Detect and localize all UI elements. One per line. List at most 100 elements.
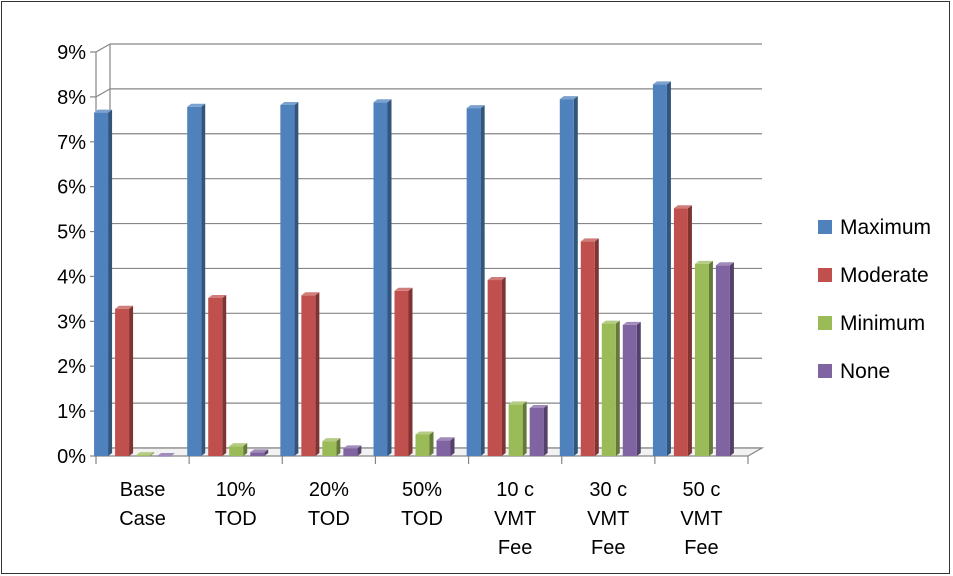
bar-moderate bbox=[394, 287, 413, 456]
bar-top bbox=[601, 320, 620, 324]
bar-front bbox=[157, 456, 172, 457]
y-tick-label: 8% bbox=[57, 87, 86, 109]
bar-side bbox=[222, 294, 227, 456]
bar-maximum bbox=[652, 81, 671, 456]
bar-minimum bbox=[601, 320, 620, 456]
bar-minimum bbox=[694, 260, 713, 456]
bar-minimum bbox=[415, 431, 434, 456]
bar-front bbox=[415, 434, 430, 456]
bar-top bbox=[373, 99, 392, 103]
tick-labels: 0% 1% 2% 3% 4% 5% 6% 7% 8% 9% Base Case 10% TOD 20% TOD… bbox=[57, 42, 722, 559]
legend-item-minimum: Minimum bbox=[818, 312, 925, 335]
bar-side bbox=[729, 262, 734, 456]
bar-front bbox=[115, 308, 130, 456]
bar-front bbox=[694, 263, 709, 456]
bar-front bbox=[229, 446, 244, 456]
legend-swatch bbox=[818, 316, 832, 330]
bar-moderate bbox=[208, 294, 227, 456]
x-tick-label: Base Case bbox=[119, 479, 166, 530]
x-tick-label: 30 c VMT Fee bbox=[587, 479, 629, 559]
gridline-depth bbox=[95, 43, 111, 53]
bar-side bbox=[615, 320, 620, 456]
x-tick-label: 20% TOD bbox=[308, 479, 350, 530]
x-tick-label: 10 c VMT Fee bbox=[494, 479, 536, 559]
bar-side bbox=[150, 452, 155, 456]
bar-front bbox=[301, 295, 316, 456]
x-tick-label: 10% TOD bbox=[215, 479, 257, 530]
bar-front bbox=[559, 99, 574, 456]
bar-side bbox=[594, 238, 599, 456]
bar-none bbox=[157, 453, 176, 457]
bar-top bbox=[580, 238, 599, 242]
bar-side bbox=[264, 449, 269, 456]
bar-side bbox=[129, 305, 134, 456]
bar-none bbox=[436, 437, 455, 456]
bar-top bbox=[508, 401, 527, 405]
bar-moderate bbox=[115, 305, 134, 456]
legend-label: None bbox=[840, 360, 890, 383]
bar-front bbox=[94, 112, 109, 456]
bar-top bbox=[436, 437, 455, 441]
x-tick-label: 50 c VMT Fee bbox=[680, 479, 722, 559]
bar-top bbox=[343, 445, 362, 449]
bar-side bbox=[543, 404, 548, 456]
bar-front bbox=[652, 84, 667, 456]
bar-top bbox=[529, 404, 548, 408]
bar-front bbox=[529, 407, 544, 456]
y-tick-label: 3% bbox=[57, 311, 86, 333]
bar-side bbox=[522, 401, 527, 456]
bar-top bbox=[280, 101, 299, 105]
bar-side bbox=[315, 292, 320, 456]
bar-none bbox=[250, 449, 269, 456]
bar-top bbox=[694, 260, 713, 264]
bar-top bbox=[652, 81, 671, 85]
legend-item-none: None bbox=[818, 360, 890, 383]
y-tick-label: 1% bbox=[57, 401, 86, 423]
bar-none bbox=[343, 445, 362, 456]
bar-side bbox=[708, 260, 713, 456]
bar-top bbox=[673, 205, 692, 209]
bar-moderate bbox=[301, 292, 320, 456]
bar-front bbox=[250, 452, 265, 456]
bar-side bbox=[429, 431, 434, 456]
bar-top bbox=[322, 438, 341, 442]
bar-top bbox=[622, 321, 641, 325]
bar-side bbox=[480, 105, 485, 456]
x-tick-label: 50% TOD bbox=[401, 479, 443, 530]
bar-side bbox=[636, 321, 641, 456]
bar-top bbox=[250, 449, 269, 453]
bar-maximum bbox=[466, 105, 485, 456]
bar-maximum bbox=[94, 109, 113, 456]
bar-front bbox=[580, 241, 595, 456]
bar-minimum bbox=[136, 452, 155, 456]
bar-maximum bbox=[280, 101, 299, 457]
y-tick-label: 9% bbox=[57, 42, 86, 64]
bar-front bbox=[487, 280, 502, 456]
y-tick-label: 0% bbox=[57, 446, 86, 468]
bar-top bbox=[466, 105, 485, 109]
bar-minimum bbox=[508, 401, 527, 456]
bar-front bbox=[322, 441, 337, 456]
bar-top bbox=[136, 452, 155, 456]
bar-minimum bbox=[229, 443, 248, 456]
bar-front bbox=[394, 290, 409, 456]
bar-top bbox=[394, 287, 413, 291]
bar-top bbox=[487, 277, 506, 281]
legend-item-moderate: Moderate bbox=[818, 264, 929, 287]
bar-front bbox=[622, 324, 637, 456]
legend-swatch bbox=[818, 268, 832, 282]
bar-top bbox=[94, 109, 113, 113]
bar-top bbox=[301, 292, 320, 296]
bar-side bbox=[336, 438, 341, 456]
bar-maximum bbox=[559, 96, 578, 456]
bar-top bbox=[229, 443, 248, 447]
bar-front bbox=[343, 448, 358, 456]
bar-none bbox=[715, 262, 734, 456]
bar-top bbox=[559, 96, 578, 100]
y-tick-label: 2% bbox=[57, 356, 86, 378]
legend-item-maximum: Maximum bbox=[818, 216, 931, 239]
bar-moderate bbox=[673, 205, 692, 456]
legend-swatch bbox=[818, 220, 832, 234]
bar-front bbox=[466, 108, 481, 456]
